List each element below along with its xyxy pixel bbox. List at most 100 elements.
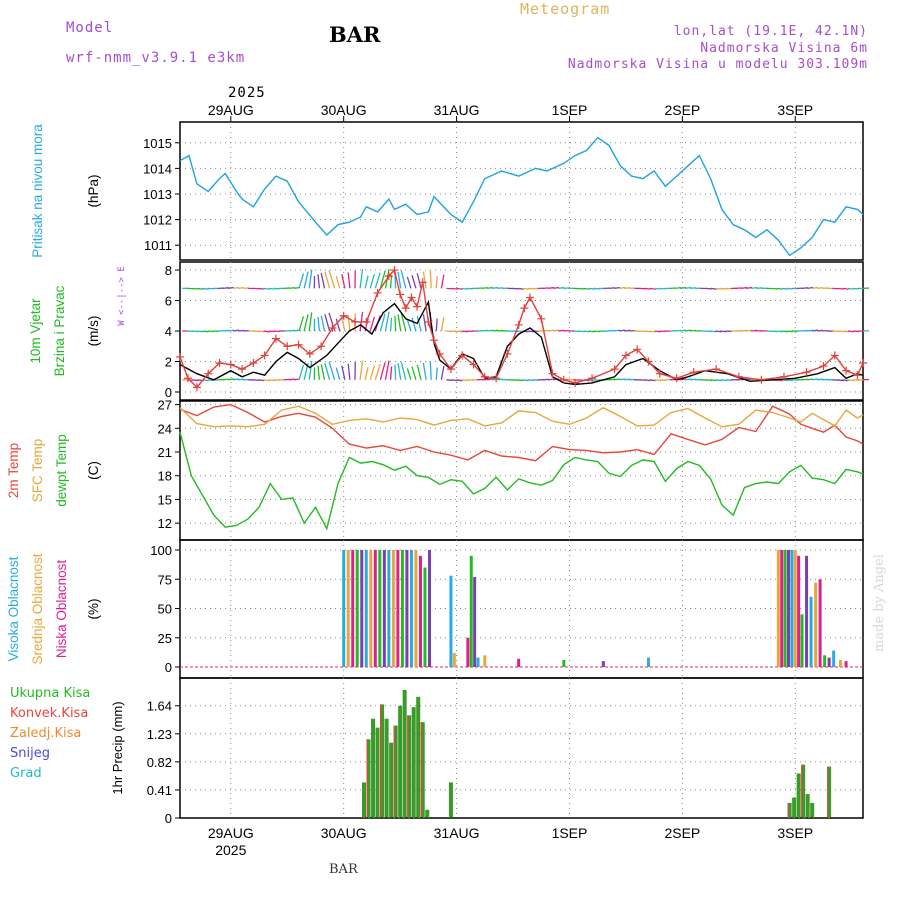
wind-barb — [715, 287, 722, 290]
bar-precip — [389, 742, 394, 818]
wind-barb — [492, 378, 499, 381]
gust-marker — [260, 351, 269, 360]
wind-barb — [578, 287, 585, 290]
wind-barb — [517, 379, 524, 382]
wind-barb — [202, 287, 209, 290]
wind-barb — [654, 330, 661, 333]
wind-barb — [852, 330, 859, 333]
wind-barb — [232, 329, 240, 332]
meteogram-panels: 1011 1012 1013 1014 1015 Pritisak na nivou mo… — [6, 121, 870, 826]
bar-clouds — [409, 550, 413, 667]
gust-marker — [446, 365, 455, 374]
wind-barb — [422, 271, 427, 289]
wind-barb — [659, 379, 666, 381]
wind-barb — [847, 330, 854, 333]
ytick-label-precip: 0.82 — [147, 755, 172, 770]
ylabel-wind: (m/s) — [86, 316, 101, 347]
wind-barb — [781, 330, 788, 333]
wind-barb — [522, 287, 529, 290]
wind-barb — [328, 361, 336, 380]
wind-barb — [192, 287, 199, 290]
wind-barb — [335, 318, 341, 332]
wind-barb — [394, 273, 397, 289]
wind-barb — [654, 379, 661, 382]
gust-marker — [469, 360, 478, 369]
bar-precip — [420, 722, 425, 818]
bar-precip — [787, 802, 792, 818]
wind-barb — [812, 329, 819, 332]
wind-barb — [685, 329, 692, 332]
gust-marker — [183, 374, 192, 383]
ytick-label-clouds: 75 — [158, 572, 172, 587]
ylabel-clouds: (%) — [86, 599, 101, 620]
wind-barb — [384, 360, 390, 380]
wind-barb — [298, 364, 305, 380]
bar-clouds — [427, 550, 431, 667]
gust-marker — [514, 320, 523, 329]
ylabel-pressure: Pritisak na nivou mora — [30, 124, 45, 258]
wind-barb — [435, 275, 438, 289]
wind-barb — [389, 274, 393, 289]
wind-barb — [740, 286, 748, 289]
wind-barb — [197, 287, 204, 290]
gust-marker — [317, 342, 326, 351]
bar-accent-precip — [801, 764, 803, 818]
wind-barb — [842, 330, 849, 333]
wind-barb — [492, 286, 499, 289]
gust-marker — [621, 351, 630, 360]
wind-barb — [481, 329, 489, 332]
x-label-top: 31AUG — [434, 102, 480, 118]
x-label-top: 30AUG — [321, 102, 367, 118]
bar-clouds — [355, 550, 359, 667]
wind-barb — [608, 329, 616, 332]
wind-barb — [547, 286, 555, 289]
wind-barb — [461, 379, 468, 382]
wind-barb — [715, 330, 722, 333]
x-label-bottom: 3SEP — [777, 825, 813, 841]
gust-marker — [413, 302, 422, 311]
bar-clouds — [466, 637, 470, 667]
bar-clouds — [351, 550, 355, 667]
wind-barb — [317, 316, 321, 332]
wind-barb — [406, 276, 412, 289]
wind-barb — [440, 365, 445, 380]
wind-barb — [263, 330, 270, 333]
wind-barb — [232, 286, 240, 289]
bar-precip — [380, 704, 385, 818]
gust-marker — [689, 368, 698, 377]
gust-marker — [525, 293, 534, 302]
wind-barb — [654, 287, 661, 290]
wind-barb — [776, 330, 783, 333]
wind-barb — [324, 271, 331, 289]
panel-precip: 0 0.41 0.82 1.23 1.64 Ukupna Kisa Konvek.Kisa Z… — [10, 677, 864, 826]
wind-barb — [847, 287, 854, 290]
bar-clouds — [818, 579, 822, 667]
panel-pressure: 1011 1012 1013 1014 1015 Pritisak na nivou mo… — [30, 121, 864, 261]
gust-marker — [842, 366, 851, 375]
wind-barb — [619, 329, 626, 332]
wind-barb — [624, 378, 631, 381]
panel-wind: 0 2 4 6 8 10m Vjetar Brzina i Pravac (m/s) W <--… — [28, 261, 870, 401]
wind-barb — [461, 287, 468, 290]
wind-barb — [624, 286, 631, 289]
bar-clouds — [369, 550, 373, 667]
wind-barb — [451, 379, 458, 382]
wind-barb — [593, 287, 600, 290]
wind-barb — [852, 287, 859, 290]
wind-barb — [207, 379, 214, 382]
wind-barb — [324, 362, 331, 380]
wind-barb — [547, 378, 555, 381]
wind-barb — [720, 287, 727, 290]
elevation-info: Nadmorska Visina 6m — [700, 41, 868, 56]
bar-precip — [411, 707, 416, 818]
gust-marker — [176, 352, 184, 361]
wind-barb — [781, 287, 788, 290]
ylabel-precip: Zaledj.Kisa — [10, 726, 81, 741]
bar-precip — [371, 718, 376, 818]
signature: made by Angel — [872, 554, 887, 652]
wind-barb — [192, 379, 199, 382]
ylabel-pressure: (hPa) — [86, 174, 101, 207]
ylabel-precip: Konvek.Kisa — [10, 706, 88, 721]
bar-clouds — [346, 550, 350, 667]
ylabel-temperature: dewpt Temp — [54, 434, 69, 507]
